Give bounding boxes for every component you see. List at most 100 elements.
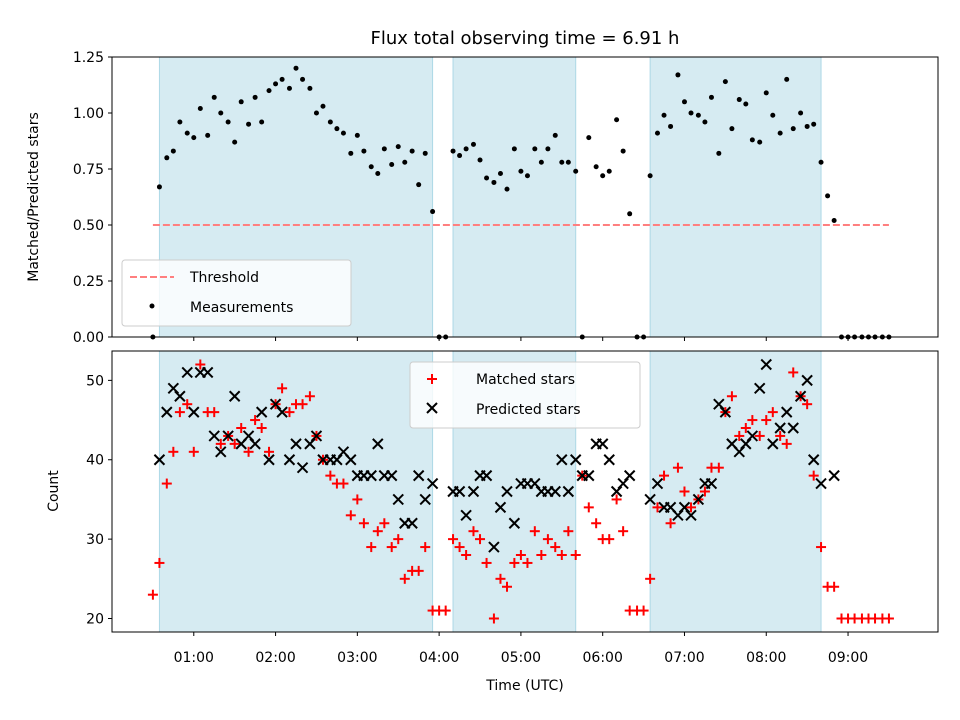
measurements-point bbox=[565, 159, 571, 165]
measurements-point bbox=[600, 173, 606, 179]
matched-stars-point bbox=[440, 605, 451, 616]
measurements-point bbox=[668, 123, 674, 129]
predicted-stars-point bbox=[161, 406, 173, 418]
measurements-point bbox=[327, 119, 333, 125]
top-legend-box bbox=[121, 259, 352, 327]
matched-stars-point bbox=[570, 550, 581, 561]
measurements-point bbox=[273, 81, 279, 87]
predicted-stars-point bbox=[426, 477, 439, 490]
measurements-point bbox=[368, 164, 374, 170]
predicted-stars-point bbox=[746, 430, 759, 442]
predicted-stars-point bbox=[692, 493, 705, 506]
matched-stars-point bbox=[883, 613, 894, 624]
measurements-point bbox=[695, 112, 701, 118]
predicted-stars-point bbox=[685, 509, 697, 522]
matched-stars-point bbox=[195, 359, 206, 370]
measurements-point bbox=[716, 150, 722, 156]
matched-stars-point bbox=[468, 526, 479, 537]
matched-stars-point bbox=[604, 534, 615, 545]
measurements-point bbox=[156, 184, 162, 190]
predicted-stars-point bbox=[780, 406, 793, 418]
predicted-stars-point bbox=[201, 366, 214, 379]
matched-stars-point bbox=[168, 446, 179, 457]
x-tick-label: 05:00 bbox=[501, 650, 541, 666]
matched-stars-point bbox=[352, 494, 363, 505]
measurements-point bbox=[763, 90, 769, 96]
predicted-stars-point bbox=[562, 485, 575, 498]
measurements-point bbox=[450, 148, 456, 154]
measurements-point bbox=[170, 148, 176, 154]
measurements-point bbox=[218, 110, 224, 116]
matched-stars-point bbox=[747, 415, 758, 426]
bottom-y-tick-label: 30 bbox=[86, 532, 104, 548]
measurements-point bbox=[708, 94, 714, 100]
matched-stars-point bbox=[488, 613, 499, 624]
measurements-point bbox=[614, 117, 620, 123]
matched-stars-point bbox=[284, 407, 295, 418]
matched-stars-point bbox=[481, 557, 492, 568]
measurements-point bbox=[811, 121, 817, 127]
measurements-point bbox=[532, 146, 538, 152]
predicted-stars-point bbox=[705, 477, 718, 490]
measurements-point bbox=[279, 76, 285, 82]
matched-stars-point bbox=[420, 542, 431, 553]
measurements-point bbox=[757, 139, 763, 145]
measurements-point bbox=[232, 139, 238, 145]
predicted-stars-point bbox=[188, 406, 200, 418]
x-tick-label: 07:00 bbox=[664, 650, 704, 666]
measurements-point bbox=[627, 211, 633, 217]
matched-stars-point bbox=[399, 573, 410, 584]
matched-stars-point bbox=[475, 534, 486, 545]
matched-stars-point bbox=[775, 430, 786, 441]
matched-stars-point bbox=[679, 486, 690, 497]
predicted-stars-point bbox=[249, 438, 261, 450]
predicted-stars-point bbox=[556, 454, 568, 466]
measurements-point bbox=[491, 179, 497, 185]
measurements-point bbox=[770, 112, 776, 118]
matched-stars-point bbox=[563, 526, 574, 537]
matched-stars-point bbox=[161, 478, 172, 489]
bottom-shaded-interval bbox=[158, 350, 434, 633]
matched-stars-point bbox=[734, 430, 745, 441]
measurements-point bbox=[675, 72, 681, 78]
predicted-stars-point bbox=[453, 485, 466, 498]
measurements-point bbox=[552, 132, 558, 138]
bottom-y-tick-label: 20 bbox=[86, 612, 104, 628]
matched-stars-point bbox=[699, 486, 710, 497]
matched-stars-point bbox=[393, 534, 404, 545]
measurements-point bbox=[736, 97, 742, 103]
x-tick-label: 02:00 bbox=[255, 650, 295, 666]
matched-stars-point bbox=[509, 557, 520, 568]
matched-stars-point bbox=[767, 407, 778, 418]
measurements-point bbox=[293, 65, 299, 71]
measurements-point bbox=[804, 123, 810, 129]
matched-stars-point bbox=[379, 518, 390, 529]
matched-stars-point bbox=[277, 383, 288, 394]
measurements-point bbox=[477, 157, 483, 163]
matched-stars-point bbox=[386, 542, 397, 553]
matched-stars-point bbox=[829, 581, 840, 592]
measurements-point bbox=[430, 209, 436, 215]
predicted-stars-point bbox=[228, 390, 241, 402]
measurements-point bbox=[313, 110, 319, 116]
measurements-point bbox=[518, 168, 524, 174]
top-y-tick-label: 0.00 bbox=[73, 330, 104, 346]
top-plot-frame bbox=[111, 56, 939, 338]
matched-stars-point bbox=[522, 557, 533, 568]
measurements-point bbox=[743, 101, 749, 107]
predicted-stars-point bbox=[365, 469, 377, 482]
matched-stars-point bbox=[264, 446, 275, 457]
matched-stars-point bbox=[659, 470, 670, 481]
matched-stars-point bbox=[556, 550, 567, 561]
top-shaded-interval bbox=[649, 56, 822, 338]
predicted-stars-point bbox=[787, 422, 799, 434]
matched-stars-point bbox=[297, 399, 308, 410]
predicted-stars-point bbox=[760, 358, 772, 371]
x-tick-label: 01:00 bbox=[174, 650, 214, 666]
measurements-point bbox=[524, 173, 530, 179]
matched-stars-point bbox=[645, 573, 656, 584]
x-tick-label: 08:00 bbox=[746, 650, 786, 666]
bottom-plot-frame bbox=[111, 350, 939, 633]
measurements-point bbox=[211, 94, 217, 100]
